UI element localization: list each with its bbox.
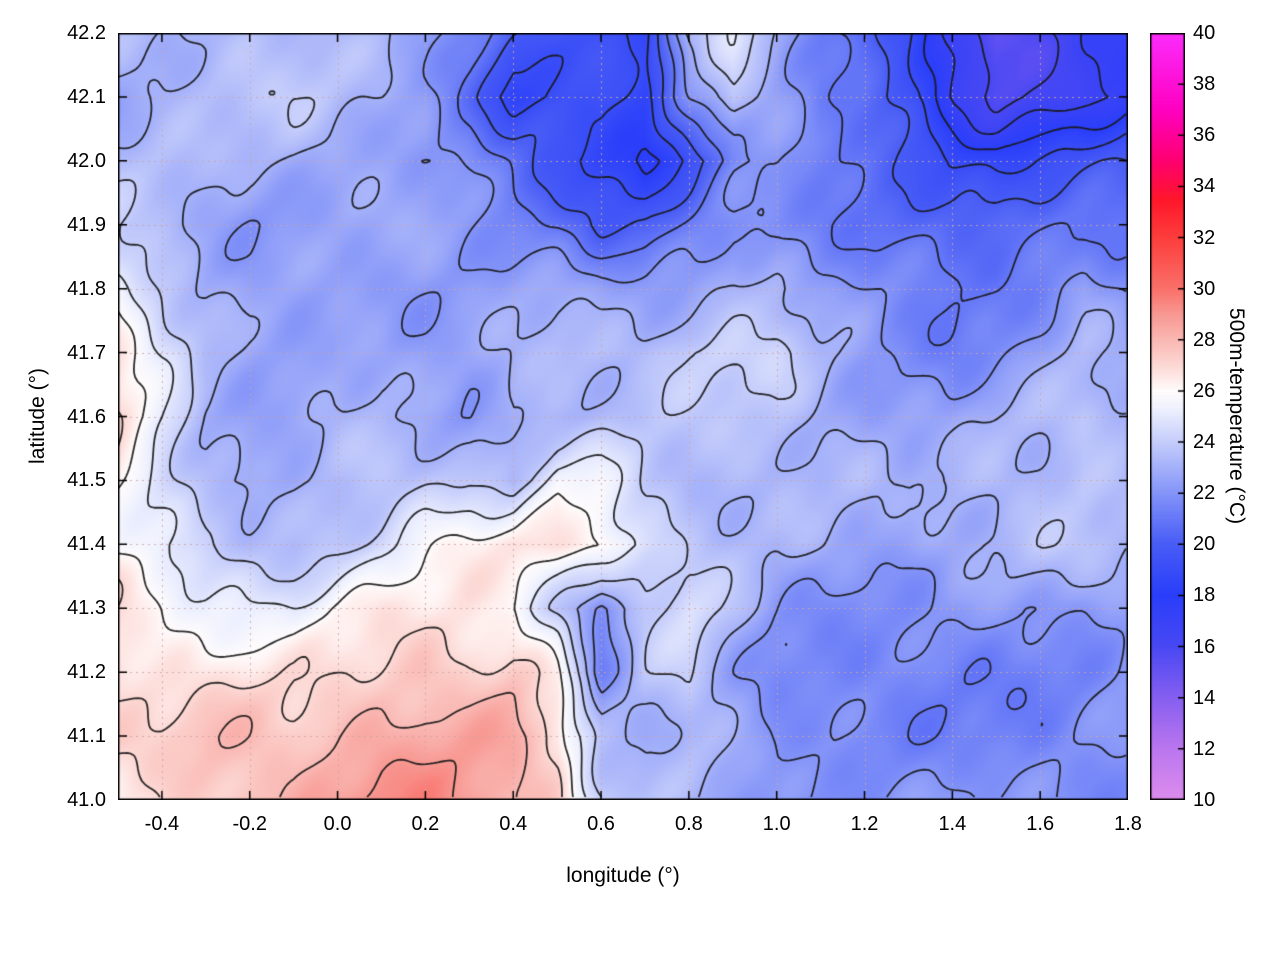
colorbar-tick-label: 18 (1193, 584, 1216, 607)
x-tick-label: 1.8 (1114, 813, 1142, 835)
y-tick-label: 41.3 (67, 597, 106, 620)
x-tick-label: 0.6 (587, 813, 615, 835)
y-tick-label: 42.2 (67, 22, 106, 44)
colorbar-tick-label: 32 (1193, 226, 1216, 249)
x-tick-label: 0.0 (323, 813, 352, 835)
x-tick-label: 0.8 (674, 813, 703, 835)
colorbar-tick-label: 28 (1193, 328, 1216, 351)
y-tick-label: 41.4 (67, 533, 106, 556)
colorbar-tick-label: 36 (1193, 124, 1216, 147)
colorbar-tick-label: 30 (1193, 277, 1216, 300)
y-tick-label: 41.2 (67, 661, 106, 684)
x-tick-label: -0.2 (232, 813, 267, 835)
y-tick-label: 42.1 (67, 85, 106, 108)
x-tick-label: 0.2 (411, 813, 440, 835)
colorbar-tick-label: 12 (1193, 737, 1216, 760)
heatmap-plot-canvas (118, 33, 1128, 800)
colorbar (1150, 33, 1185, 800)
colorbar-tick-label: 10 (1193, 789, 1216, 811)
y-tick-label: 41.8 (67, 277, 106, 300)
x-tick-label: 1.2 (850, 813, 879, 835)
x-tick-label: 1.0 (762, 813, 791, 835)
colorbar-tick-label: 26 (1193, 379, 1216, 402)
y-tick-label: 41.5 (67, 469, 106, 492)
colorbar-tick-label: 34 (1193, 175, 1216, 198)
x-tick-label: 1.4 (938, 813, 967, 835)
x-tick-label: 1.6 (1026, 813, 1055, 835)
y-tick-label: 41.6 (67, 405, 106, 428)
colorbar-tick-label: 24 (1193, 431, 1216, 454)
y-tick-label: 41.0 (67, 789, 106, 811)
colorbar-title: 500m-temperature (°C) (1225, 307, 1248, 525)
y-tick-label: 41.1 (67, 725, 106, 748)
x-tick-label: -0.4 (144, 813, 180, 835)
y-tick-label: 42.0 (67, 149, 106, 172)
colorbar-tick-label: 40 (1193, 22, 1216, 44)
x-axis-title: longitude (°) (566, 864, 680, 887)
x-tick-label: 0.4 (499, 813, 528, 835)
colorbar-tick-label: 16 (1193, 635, 1216, 658)
colorbar-tick-label: 20 (1193, 533, 1216, 556)
y-tick-label: 41.7 (67, 341, 106, 364)
colorbar-tick-label: 38 (1193, 73, 1216, 96)
colorbar-tick-label: 14 (1193, 686, 1216, 709)
colorbar-tick-label: 22 (1193, 482, 1216, 505)
y-tick-label: 41.9 (67, 213, 106, 236)
